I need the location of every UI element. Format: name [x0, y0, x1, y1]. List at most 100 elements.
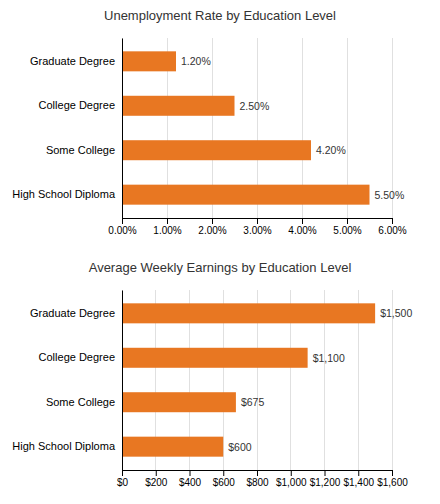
- tick-mark: [392, 218, 393, 224]
- tick-mark: [257, 470, 258, 476]
- plot-area: $0 $200 $400 $600 $800 $1,000$1,200$1,400$1,6…: [12, 290, 412, 488]
- bar: [122, 437, 223, 457]
- data-labels: $1,500 $1,100 $675 $600: [228, 307, 412, 452]
- bar: [122, 96, 235, 116]
- data-label: $675: [241, 396, 265, 408]
- tick: High School Diploma: [12, 440, 116, 452]
- tick-label: $1,400: [343, 477, 374, 488]
- tick-label: Some College: [46, 144, 115, 156]
- tick: Some College: [46, 396, 115, 408]
- tick-mark: [156, 470, 157, 476]
- axis-line: [123, 219, 393, 225]
- category-axis: Graduate Degree College Degree Some Colleg…: [12, 39, 122, 219]
- chart-title: Average Weekly Earnings by Education Lev…: [89, 260, 352, 275]
- category-axis: Graduate Degree College Degree Some Colleg…: [12, 291, 122, 471]
- tick: 3.00%: [243, 218, 271, 236]
- data-label: $1,500: [380, 307, 412, 319]
- tick-mark: [325, 470, 326, 476]
- bar: [122, 51, 176, 71]
- tick: 1.00%: [153, 218, 181, 236]
- grid-line: [122, 38, 123, 218]
- data-label: 1.20%: [181, 55, 211, 67]
- chart-panel: Average Weekly Earnings by Education Lev…: [12, 260, 412, 488]
- bar: [122, 348, 308, 368]
- tick: 4.00%: [288, 218, 316, 236]
- tick-label: $0: [117, 477, 129, 488]
- bar: [122, 303, 375, 323]
- plot-area: 0.00% 1.00% 2.00% 3.00% 4.00% 5.00% 6.00% Gradu…: [12, 38, 407, 236]
- tick-label: 6.00%: [378, 225, 406, 236]
- axis-line: [123, 471, 393, 477]
- tick: $1,600: [377, 470, 408, 488]
- tick-label: High School Diploma: [12, 440, 116, 452]
- axis-line: [122, 291, 123, 471]
- tick: $0: [117, 470, 129, 488]
- tick: $600: [213, 470, 236, 488]
- tick: $1,200: [310, 470, 341, 488]
- bars: [122, 303, 375, 456]
- tick-label: 4.00%: [288, 225, 316, 236]
- tick: 5.00%: [333, 218, 361, 236]
- tick-mark: [122, 470, 123, 476]
- tick: $400: [179, 470, 202, 488]
- chart-title: Unemployment Rate by Education Level: [104, 8, 336, 23]
- tick-mark: [347, 218, 348, 224]
- tick: Graduate Degree: [30, 307, 115, 319]
- tick: College Degree: [39, 99, 115, 111]
- tick: Some College: [46, 144, 115, 156]
- tick-mark: [190, 470, 191, 476]
- tick: 0.00%: [108, 218, 136, 236]
- tick-label: Graduate Degree: [30, 55, 115, 67]
- axis-line: [122, 39, 123, 219]
- data-label: 2.50%: [240, 100, 270, 112]
- value-axis: $0 $200 $400 $600 $800 $1,000$1,200$1,400$1,6…: [117, 470, 408, 488]
- value-axis: 0.00% 1.00% 2.00% 3.00% 4.00% 5.00% 6.00%: [108, 218, 406, 236]
- tick-label: College Degree: [39, 99, 115, 111]
- tick: College Degree: [39, 351, 115, 363]
- tick-label: $1,600: [377, 477, 408, 488]
- data-label: 5.50%: [375, 189, 405, 201]
- tick-label: 5.00%: [333, 225, 361, 236]
- bars: [122, 51, 370, 204]
- data-label: $600: [228, 441, 252, 453]
- tick-mark: [358, 470, 359, 476]
- data-labels: 1.20% 2.50% 4.20% 5.50%: [181, 55, 404, 200]
- tick: Graduate Degree: [30, 55, 115, 67]
- tick-label: $600: [213, 477, 236, 488]
- data-label: 4.20%: [316, 144, 346, 156]
- tick-mark: [392, 470, 393, 476]
- tick-label: 3.00%: [243, 225, 271, 236]
- chart-panel: Unemployment Rate by Education Level 0.00…: [12, 8, 407, 236]
- tick: $1,000: [276, 470, 307, 488]
- bar: [122, 140, 311, 160]
- tick-label: College Degree: [39, 351, 115, 363]
- tick-label: 1.00%: [153, 225, 181, 236]
- tick-label: $800: [246, 477, 269, 488]
- bar: [122, 185, 370, 205]
- grid: [122, 38, 392, 218]
- figure: Unemployment Rate by Education Level 0.00…: [0, 0, 440, 504]
- tick-label: 0.00%: [108, 225, 136, 236]
- tick-label: Some College: [46, 396, 115, 408]
- tick: 6.00%: [378, 218, 406, 236]
- tick-mark: [291, 470, 292, 476]
- tick: $800: [246, 470, 269, 488]
- tick-label: $1,200: [310, 477, 341, 488]
- data-label: $1,100: [313, 352, 345, 364]
- tick: 2.00%: [198, 218, 226, 236]
- tick: $1,400: [343, 470, 374, 488]
- grid-line: [122, 290, 123, 470]
- grid: [122, 290, 392, 470]
- tick-label: 2.00%: [198, 225, 226, 236]
- tick-mark: [167, 218, 168, 224]
- tick-label: Graduate Degree: [30, 307, 115, 319]
- tick-label: $400: [179, 477, 202, 488]
- tick: High School Diploma: [12, 188, 116, 200]
- bar: [122, 392, 236, 412]
- tick-mark: [122, 218, 123, 224]
- tick-mark: [223, 470, 224, 476]
- tick-label: High School Diploma: [12, 188, 116, 200]
- tick-mark: [257, 218, 258, 224]
- tick-label: $200: [145, 477, 168, 488]
- tick: $200: [145, 470, 168, 488]
